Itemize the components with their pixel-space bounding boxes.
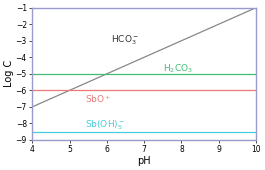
- Text: $\mathrm{H_2CO_3}$: $\mathrm{H_2CO_3}$: [163, 63, 193, 75]
- Text: $\mathrm{SbO^+}$: $\mathrm{SbO^+}$: [85, 94, 111, 105]
- X-axis label: pH: pH: [137, 156, 151, 166]
- Text: $\mathrm{HCO_3^-}$: $\mathrm{HCO_3^-}$: [111, 34, 139, 47]
- Y-axis label: Log C: Log C: [4, 60, 14, 87]
- Text: $\mathrm{Sb(OH)_5^-}$: $\mathrm{Sb(OH)_5^-}$: [85, 118, 125, 132]
